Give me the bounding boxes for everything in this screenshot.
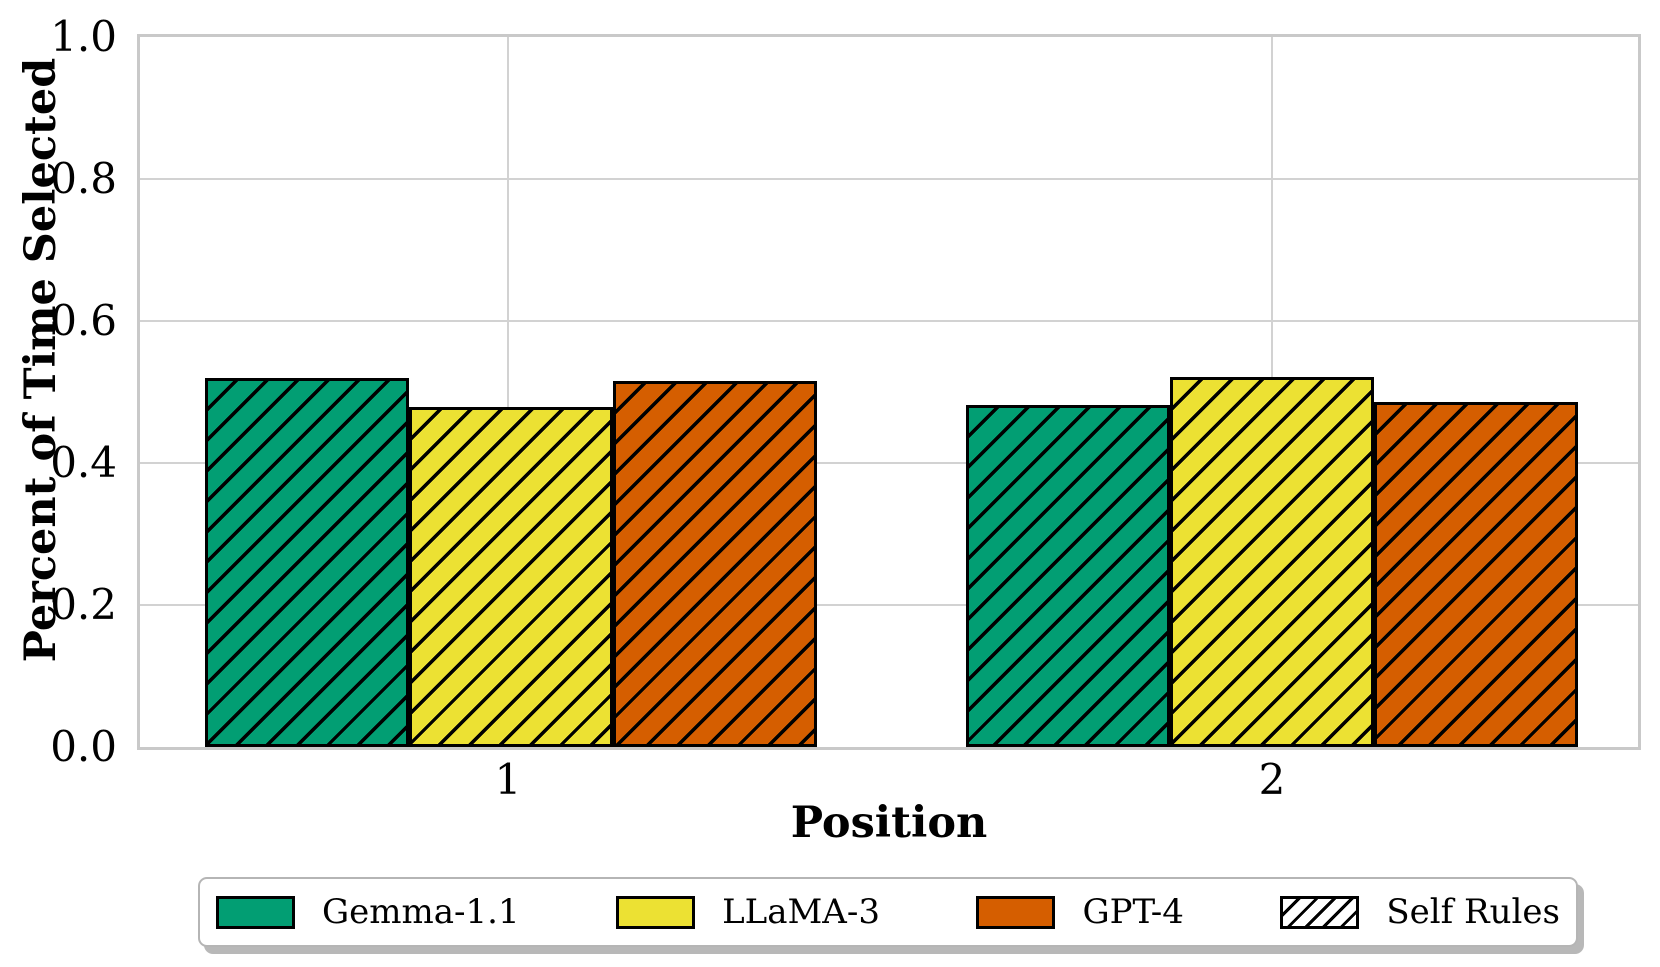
legend-label-gemma-1-1: Gemma-1.1 bbox=[322, 892, 520, 932]
y-tick-label: 0.0 bbox=[50, 722, 117, 771]
y-tick-label: 0.2 bbox=[50, 580, 117, 629]
x-tick-label: 2 bbox=[1258, 755, 1286, 804]
bar-gemma-1-1-position-2 bbox=[966, 405, 1170, 747]
y-axis-label: Percent of Time Selected bbox=[16, 57, 66, 663]
bar-llama-3-position-2 bbox=[1170, 377, 1374, 747]
plot-area bbox=[137, 34, 1641, 750]
y-tick-label: 1.0 bbox=[50, 12, 117, 61]
legend-item-self-rules: Self Rules bbox=[1280, 895, 1560, 929]
y-gridline bbox=[140, 461, 1638, 465]
legend-item-gpt-4: GPT-4 bbox=[976, 892, 1184, 932]
y-gridline bbox=[140, 177, 1638, 181]
y-gridline bbox=[140, 319, 1638, 323]
legend-label-llama-3: LLaMA-3 bbox=[722, 892, 880, 932]
legend-swatch-gemma-1-1 bbox=[216, 895, 295, 929]
y-tick-label: 0.8 bbox=[50, 154, 117, 203]
bar-gemma-1-1-position-1 bbox=[205, 378, 409, 747]
y-gridline bbox=[140, 603, 1638, 607]
bar-llama-3-position-1 bbox=[409, 407, 613, 747]
legend-swatch-gpt-4 bbox=[976, 895, 1056, 929]
x-axis-label: Position bbox=[790, 798, 988, 848]
legend: Gemma-1.1 LLaMA-3 GPT-4 Self Rules bbox=[198, 877, 1578, 947]
legend-swatch-self-rules bbox=[1280, 895, 1360, 929]
x-gridline bbox=[506, 37, 510, 747]
legend-swatch-llama-3 bbox=[616, 895, 696, 929]
bar-gpt-4-position-1 bbox=[613, 381, 817, 747]
y-tick-label: 0.4 bbox=[50, 438, 117, 487]
legend-item-gemma-1-1: Gemma-1.1 bbox=[216, 895, 520, 929]
legend-label-gpt-4: GPT-4 bbox=[1082, 892, 1184, 932]
y-tick-label: 0.6 bbox=[50, 296, 117, 345]
bar-gpt-4-position-2 bbox=[1374, 402, 1578, 747]
legend-item-llama-3: LLaMA-3 bbox=[616, 895, 880, 929]
legend-label-self-rules: Self Rules bbox=[1386, 892, 1560, 932]
x-tick-label: 1 bbox=[494, 755, 522, 804]
